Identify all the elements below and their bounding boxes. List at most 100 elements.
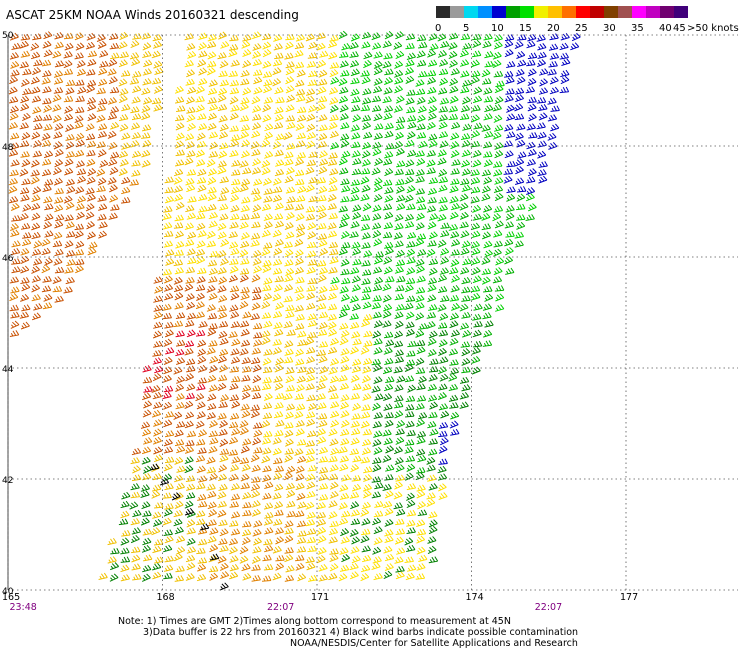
- wind-barb: [207, 402, 217, 411]
- wind-barb: [11, 258, 21, 265]
- wind-barb: [373, 510, 384, 518]
- wind-barb: [482, 340, 493, 347]
- wind-barb: [395, 518, 405, 526]
- wind-barb: [449, 211, 459, 220]
- wind-barb: [76, 195, 87, 204]
- wind-barb: [426, 248, 436, 258]
- wind-barb: [437, 50, 447, 58]
- wind-barb: [318, 456, 329, 463]
- wind-barb: [286, 489, 296, 499]
- wind-barb: [470, 140, 481, 148]
- wind-barb: [318, 374, 328, 383]
- wind-barb: [461, 295, 471, 302]
- wind-barb: [406, 203, 416, 211]
- wind-barb: [87, 231, 96, 240]
- wind-barb: [74, 230, 84, 239]
- wind-barb: [230, 194, 240, 203]
- wind-barb: [416, 123, 426, 131]
- wind-barb: [461, 96, 471, 105]
- wind-barb: [250, 239, 260, 247]
- wind-barb: [427, 294, 437, 303]
- wind-barb: [21, 238, 32, 247]
- wind-barb: [406, 544, 416, 552]
- wind-barb: [415, 294, 425, 303]
- wind-barb: [75, 95, 85, 103]
- wind-barb: [360, 564, 371, 573]
- wind-barb: [406, 509, 417, 517]
- wind-barb: [329, 168, 339, 176]
- wind-barb: [20, 222, 31, 230]
- wind-barb: [330, 410, 340, 419]
- wind-barb: [316, 393, 326, 401]
- wind-barb: [153, 539, 164, 546]
- wind-barb: [284, 52, 294, 60]
- wind-barb: [175, 482, 185, 491]
- wind-barb: [75, 240, 85, 249]
- wind-barb: [362, 383, 372, 391]
- wind-barb: [526, 187, 536, 195]
- wind-barb: [75, 265, 84, 274]
- wind-barb: [415, 196, 426, 204]
- wind-barb: [252, 257, 262, 266]
- wind-barb: [228, 538, 239, 546]
- wind-barb: [262, 474, 272, 483]
- wind-barb: [395, 178, 405, 186]
- wind-barb: [275, 562, 285, 571]
- wind-barb: [286, 465, 296, 474]
- wind-barb: [41, 59, 52, 67]
- wind-barb: [439, 267, 449, 275]
- wind-barb: [261, 203, 272, 211]
- wind-barb: [207, 393, 217, 402]
- wind-barb: [371, 302, 382, 310]
- wind-barb: [396, 375, 406, 383]
- wind-barb: [382, 483, 392, 491]
- lon-tick-label: 174: [466, 592, 484, 603]
- wind-barb: [173, 222, 184, 229]
- wind-barb: [65, 79, 76, 87]
- wind-barb: [460, 86, 470, 94]
- wind-speed-legend: 0 5 10 15 20 25 30 35 40 45 >50 knots: [435, 6, 739, 36]
- wind-barb: [219, 79, 230, 87]
- wind-barb: [329, 130, 339, 139]
- wind-barb: [415, 188, 426, 195]
- wind-barb: [186, 546, 197, 554]
- wind-barb: [86, 140, 97, 148]
- wind-barb: [228, 421, 239, 429]
- wind-barb: [196, 222, 206, 231]
- legend-label: 40: [659, 23, 672, 34]
- wind-barb: [54, 204, 64, 213]
- wind-barb: [185, 266, 196, 274]
- wind-barb: [175, 339, 186, 347]
- wind-barb: [393, 446, 403, 455]
- wind-barb: [121, 176, 131, 185]
- wind-barb: [427, 536, 437, 544]
- wind-barb: [437, 303, 447, 312]
- wind-barb: [208, 509, 218, 518]
- wind-barb: [87, 58, 97, 67]
- wind-barb: [41, 77, 51, 85]
- wind-barb: [273, 411, 284, 419]
- wind-barb: [350, 88, 360, 96]
- wind-barb: [151, 50, 161, 59]
- wind-barb: [163, 366, 173, 375]
- wind-barb: [97, 123, 108, 131]
- wind-barb: [450, 178, 460, 185]
- wind-barb: [86, 32, 96, 41]
- wind-barb: [74, 121, 84, 129]
- wind-barb: [152, 372, 162, 382]
- wind-barb: [373, 193, 383, 202]
- wind-barb: [240, 204, 250, 213]
- wind-barb: [461, 184, 471, 192]
- wind-barb: [362, 88, 372, 96]
- wind-barb: [107, 130, 117, 139]
- wind-barb: [120, 537, 130, 546]
- wind-barb: [306, 123, 316, 132]
- wind-barb: [459, 376, 470, 384]
- wind-barb: [295, 323, 305, 330]
- wind-barb: [459, 113, 470, 120]
- wind-barb: [175, 201, 185, 211]
- wind-barb: [351, 475, 362, 482]
- wind-barb: [493, 41, 503, 50]
- wind-barb: [384, 518, 394, 527]
- wind-barb: [415, 302, 425, 310]
